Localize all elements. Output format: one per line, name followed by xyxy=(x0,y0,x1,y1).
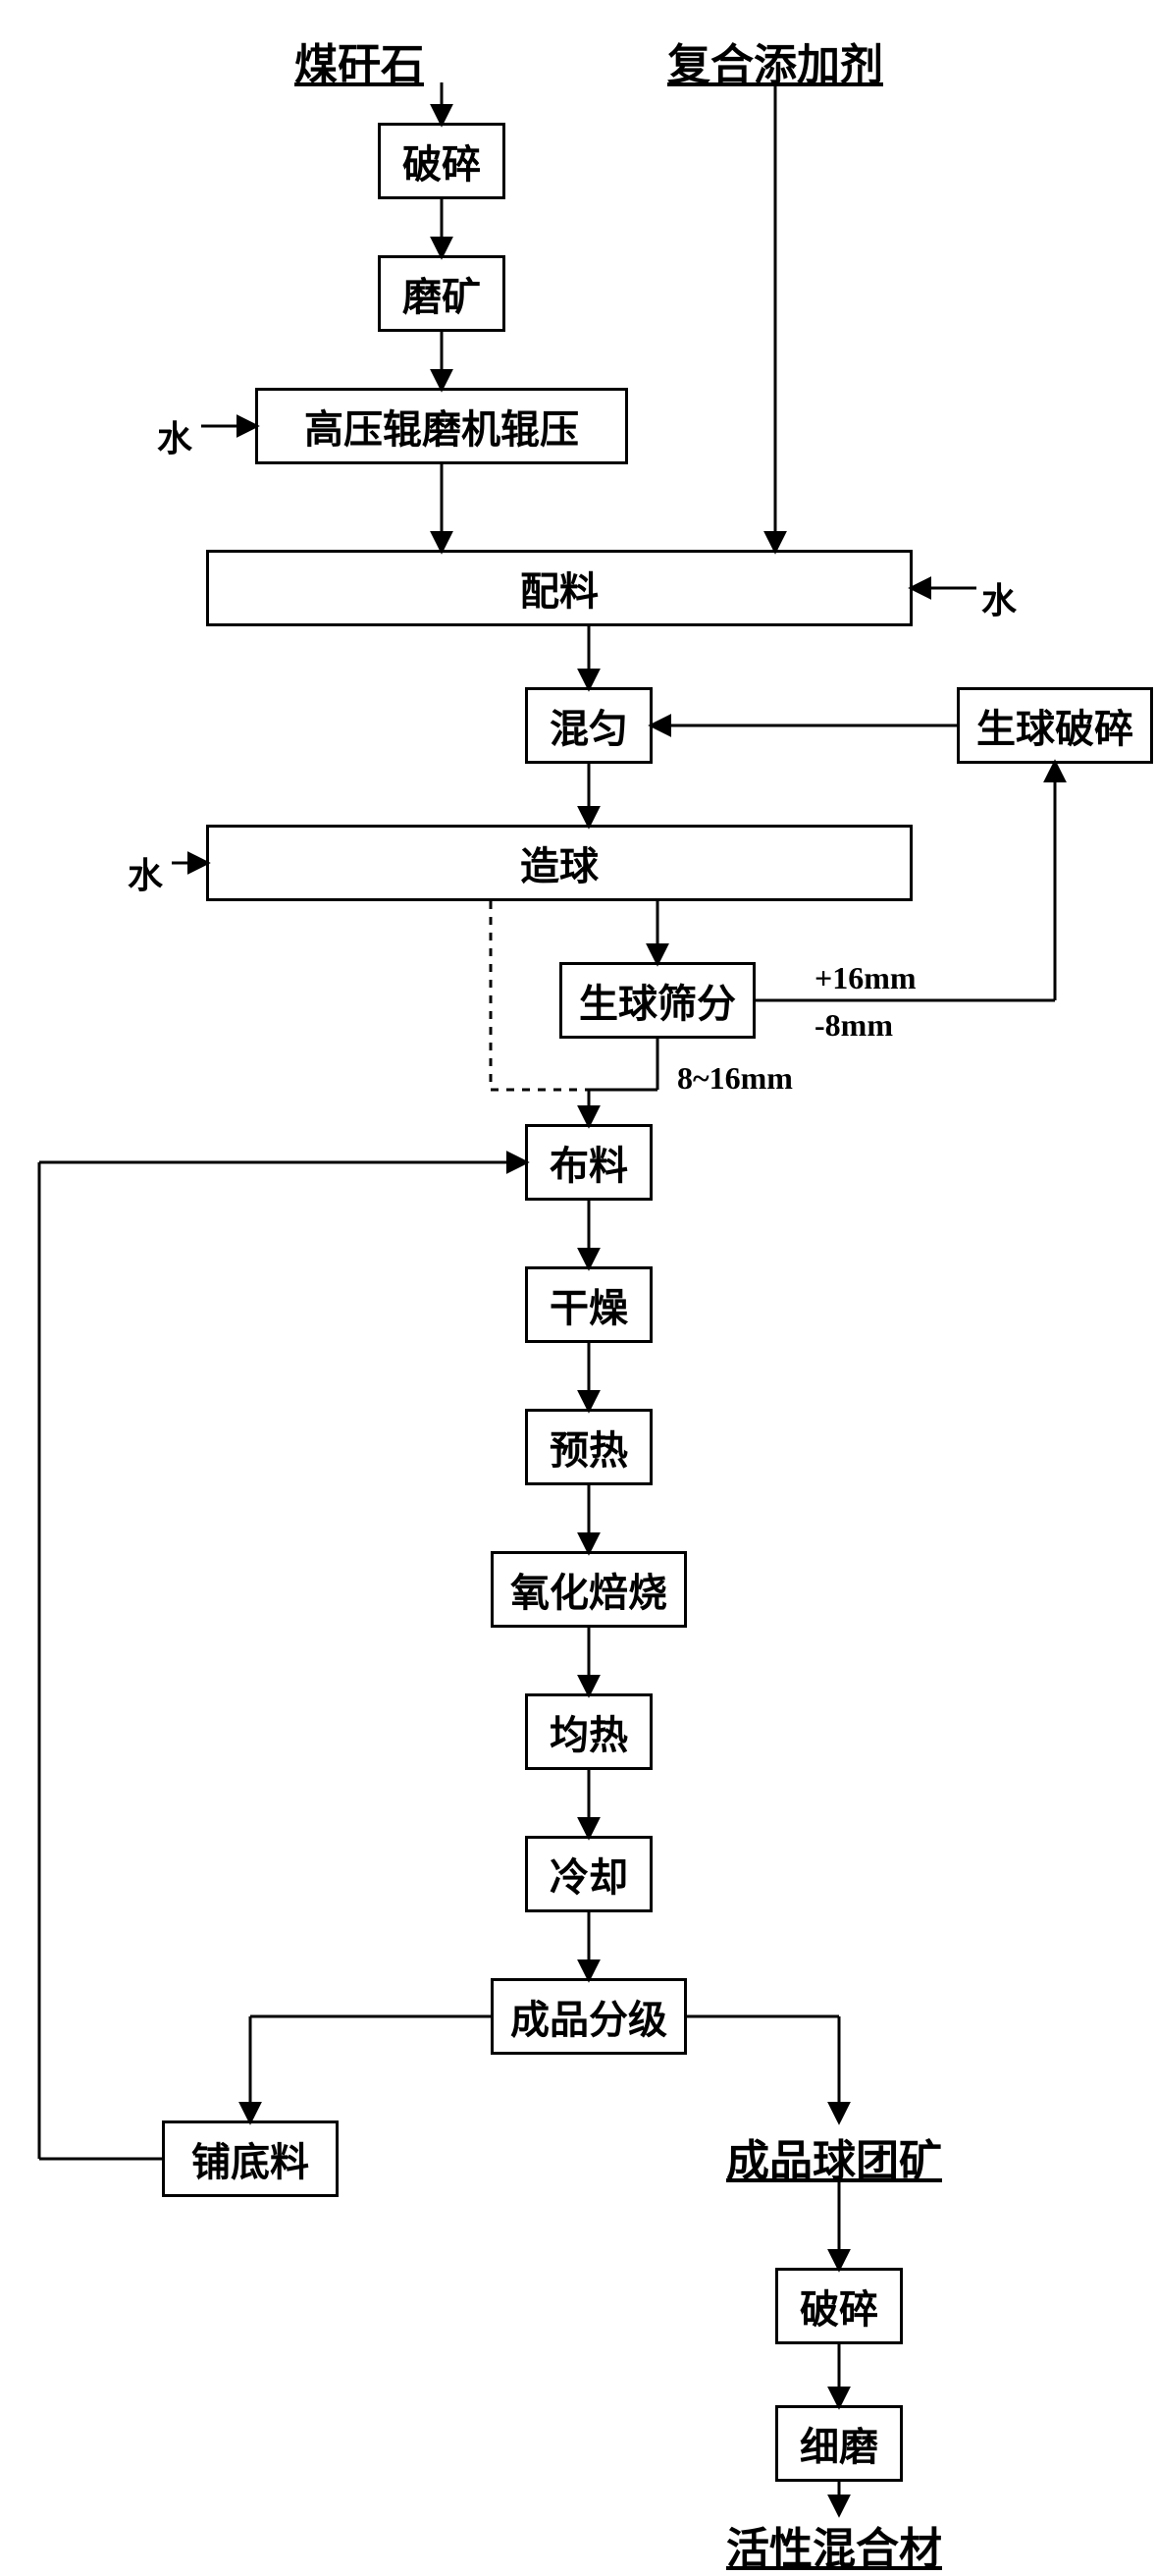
side-water3: 水 xyxy=(128,847,163,898)
side-water2: 水 xyxy=(981,572,1017,623)
output-product-pellet: 成品球团矿 xyxy=(726,2125,942,2188)
side-mid: 8~16mm xyxy=(677,1060,793,1097)
box-crush1: 破碎 xyxy=(378,123,505,199)
input-composite-additive: 复合添加剂 xyxy=(667,29,883,92)
box-cool: 冷却 xyxy=(525,1836,653,1912)
box-soak: 均热 xyxy=(525,1693,653,1770)
box-grind1: 磨矿 xyxy=(378,255,505,332)
box-finegrind: 细磨 xyxy=(775,2405,903,2482)
box-pellet: 造球 xyxy=(206,825,913,901)
input-coal-gangue: 煤矸石 xyxy=(294,29,424,92)
box-greencrush: 生球破碎 xyxy=(957,687,1153,764)
box-dry: 干燥 xyxy=(525,1266,653,1343)
side-water1: 水 xyxy=(157,410,192,461)
box-mix: 混匀 xyxy=(525,687,653,764)
box-preheat: 预热 xyxy=(525,1409,653,1485)
box-roller: 高压辊磨机辊压 xyxy=(255,388,628,464)
side-minus8: -8mm xyxy=(814,1007,893,1044)
box-bedding: 铺底料 xyxy=(162,2120,339,2197)
box-crush2: 破碎 xyxy=(775,2268,903,2344)
box-screen: 生球筛分 xyxy=(559,962,756,1039)
box-classify: 成品分级 xyxy=(491,1978,687,2055)
box-oxroast: 氧化焙烧 xyxy=(491,1551,687,1628)
output-active-mix: 活性混合材 xyxy=(726,2513,942,2576)
box-cloth: 布料 xyxy=(525,1124,653,1201)
box-batching: 配料 xyxy=(206,550,913,626)
side-plus16: +16mm xyxy=(814,960,917,996)
